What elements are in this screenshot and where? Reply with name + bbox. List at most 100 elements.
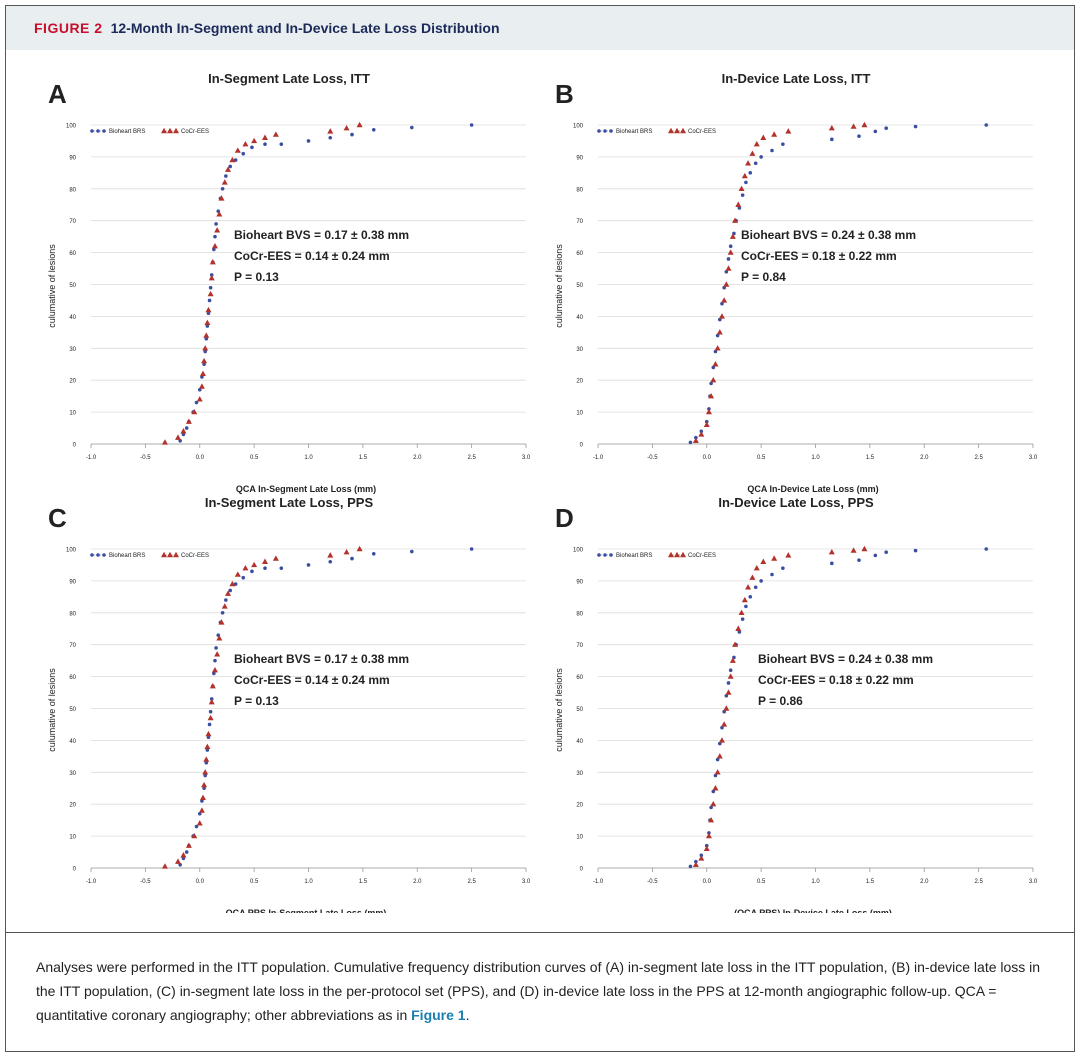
data-point <box>723 281 730 287</box>
legend-marker <box>173 551 179 558</box>
data-point <box>720 725 724 730</box>
y-tick-label: 50 <box>576 707 583 713</box>
data-point <box>200 794 207 801</box>
data-point <box>884 550 888 554</box>
x-tick-label: 0.0 <box>703 455 712 461</box>
data-point <box>209 682 216 689</box>
x-tick-label: -1.0 <box>86 455 97 461</box>
y-tick-label: 20 <box>69 803 76 809</box>
x-tick-label: -1.0 <box>593 455 604 461</box>
annotation: Bioheart BVS = 0.17 ± 0.38 mm <box>234 652 409 666</box>
y-tick-label: 40 <box>576 739 583 745</box>
data-point <box>204 743 211 749</box>
data-point <box>749 574 756 580</box>
data-point <box>716 329 723 335</box>
data-point <box>214 646 218 650</box>
data-point <box>753 585 758 590</box>
data-point <box>781 142 785 146</box>
panel-label: B <box>555 79 574 109</box>
chart-panel: B In-Device Late Loss, ITT 0 10 20 30 40 50 60 70… <box>554 71 1038 494</box>
data-point <box>250 145 254 150</box>
data-point <box>208 709 213 714</box>
legend-marker <box>96 553 100 557</box>
data-point <box>262 558 268 564</box>
x-tick-label: 2.5 <box>974 455 983 461</box>
data-point <box>218 195 225 201</box>
y-tick-label: 90 <box>69 155 76 161</box>
chart-panel: D In-Device Late Loss, PPS 0 10 20 30 40 50 60 70… <box>554 495 1038 913</box>
data-point <box>328 135 333 140</box>
x-tick-label: 0.0 <box>196 879 205 885</box>
data-point <box>350 132 354 137</box>
y-tick-label: 80 <box>69 611 76 617</box>
data-point <box>984 123 989 127</box>
data-point <box>216 211 223 217</box>
y-tick-label: 90 <box>69 579 76 585</box>
data-point <box>203 756 210 762</box>
chart-panel: C In-Segment Late Loss, PPS 0 10 20 30 40 50 60 7… <box>47 495 531 913</box>
data-point <box>698 855 705 861</box>
data-point <box>711 365 716 370</box>
data-point <box>250 569 254 574</box>
data-point <box>216 635 223 641</box>
x-tick-label: 1.5 <box>359 455 368 461</box>
annotation: P = 0.13 <box>234 270 279 284</box>
data-point <box>709 381 713 386</box>
y-tick-label: 70 <box>69 643 76 649</box>
legend-marker <box>173 127 179 134</box>
figure-link[interactable]: Figure 1 <box>411 1007 466 1023</box>
data-point <box>708 392 715 399</box>
data-point <box>202 769 209 775</box>
annotation: Bioheart BVS = 0.17 ± 0.38 mm <box>234 228 409 242</box>
data-point <box>708 816 715 823</box>
y-tick-label: 40 <box>69 739 76 745</box>
data-point <box>234 571 241 577</box>
data-point <box>724 693 729 698</box>
x-tick-label: 0.0 <box>196 455 205 461</box>
legend-marker <box>161 127 167 134</box>
data-point <box>200 375 204 379</box>
data-point <box>203 773 207 778</box>
data-point <box>785 128 792 134</box>
data-point <box>732 217 739 223</box>
data-point <box>720 301 724 306</box>
legend-marker <box>674 551 680 558</box>
y-tick-label: 60 <box>576 251 583 257</box>
data-point <box>201 357 208 364</box>
data-point <box>740 193 745 197</box>
legend-label: CoCr-EES <box>688 553 716 559</box>
y-tick-label: 20 <box>576 803 583 809</box>
x-tick-label: -1.0 <box>86 879 97 885</box>
legend-marker <box>603 129 607 133</box>
legend-label: Bioheart BRS <box>616 129 652 135</box>
data-point <box>356 121 363 128</box>
x-tick-label: 1.5 <box>866 879 875 885</box>
data-point <box>191 408 198 415</box>
legend-marker <box>597 553 601 557</box>
data-point <box>770 148 774 153</box>
data-point <box>724 269 729 274</box>
data-point <box>202 362 206 367</box>
data-point <box>207 714 214 721</box>
data-point <box>161 439 168 445</box>
data-point <box>242 140 249 147</box>
x-tick-label: -0.5 <box>647 455 658 461</box>
data-point <box>718 737 725 743</box>
chart-panel: A In-Segment Late Loss, ITT 0 10 20 30 40 50 60 7… <box>47 71 531 494</box>
data-point <box>212 671 216 676</box>
y-axis-label: culumative of lesions <box>47 668 57 752</box>
data-point <box>200 370 207 377</box>
x-tick-label: 3.0 <box>1029 879 1038 885</box>
y-tick-label: 80 <box>576 611 583 617</box>
legend-marker <box>668 551 674 558</box>
x-tick-label: 1.0 <box>811 455 820 461</box>
data-point <box>705 832 712 839</box>
caption-body: Analyses were performed in the ITT popul… <box>36 959 1041 1023</box>
y-tick-label: 70 <box>576 219 583 225</box>
x-tick-label: 0.5 <box>250 879 259 885</box>
data-point <box>233 158 238 162</box>
legend-marker <box>609 129 613 133</box>
x-axis-label: QCA PPS In-Segment Late Loss (mm) <box>226 908 387 913</box>
data-point <box>220 187 225 191</box>
